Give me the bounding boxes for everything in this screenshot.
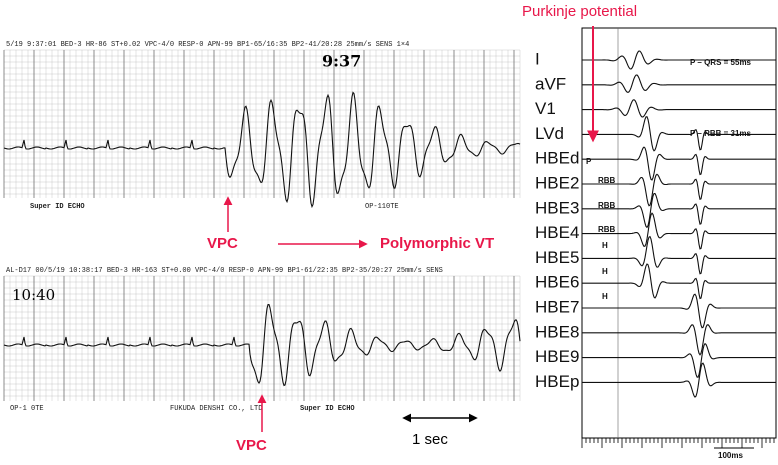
annotation: VPC	[207, 235, 238, 252]
ecg-trace	[582, 74, 776, 94]
lead-label: HBE7	[535, 297, 579, 316]
lead-label: V1	[535, 99, 556, 118]
ecg-trace	[582, 192, 776, 229]
ecg-strip	[3, 275, 521, 401]
strip-header: 5/19 9:37:01 BED-3 HR-86 ST+0.02 VPC-4/0…	[6, 41, 409, 49]
handwritten: 10:40	[12, 286, 55, 304]
ecg-trace	[582, 293, 776, 329]
ecg-trace	[582, 324, 776, 356]
marker-label: H	[602, 292, 608, 301]
lead-label: HBE8	[535, 322, 579, 341]
lead-label: HBE4	[535, 223, 579, 242]
grid	[3, 49, 521, 198]
annotation: Purkinje potential	[522, 3, 637, 20]
ecg-trace	[582, 146, 776, 181]
lead-label: HBE3	[535, 198, 579, 217]
ecg-trace	[582, 342, 776, 378]
grid	[3, 50, 515, 198]
marker-label: RBB	[598, 201, 616, 210]
lead-label: I	[535, 49, 540, 68]
marker-label: P	[586, 157, 592, 166]
strip-footer: Super ID ECHO	[300, 405, 355, 413]
lead-label: LVd	[535, 124, 564, 143]
strip-header: AL-D17 00/5/19 10:38:17 BED-3 HR-163 ST+…	[6, 267, 443, 275]
ecg-strip	[3, 49, 521, 209]
ecg-trace	[582, 263, 776, 300]
panel-frame	[581, 27, 777, 439]
interval: P – QRS = 55ms	[690, 58, 752, 67]
ecg-trace	[3, 91, 521, 209]
annotation: Polymorphic VT	[380, 235, 494, 252]
lead-label: HBEp	[535, 372, 579, 391]
panel-scale: 100ms	[718, 451, 743, 460]
grid	[3, 275, 521, 401]
lead-label: HBE6	[535, 273, 579, 292]
ecg-trace	[582, 173, 776, 207]
interval: P – RBB = 31ms	[690, 129, 752, 138]
handwritten: 9:37	[322, 52, 361, 71]
lead-label: aVF	[535, 74, 566, 93]
lead-label: HBE5	[535, 248, 579, 267]
ecg-trace	[582, 212, 776, 250]
ecg-trace	[582, 99, 776, 118]
strip-footer: OP-1 0TE	[10, 405, 44, 413]
ecg-trace	[582, 235, 776, 275]
ecg-trace	[582, 116, 776, 152]
marker-label: RBB	[598, 176, 616, 185]
lead-label: HBEd	[535, 149, 579, 168]
strip-footer: Super ID ECHO	[30, 203, 85, 211]
strip-footer: FUKUDA DENSHI CO., LTD	[170, 405, 262, 413]
scale-label: 1 sec	[412, 431, 448, 448]
time-ticks	[581, 438, 775, 448]
strip-footer: OP-110TE	[365, 203, 399, 211]
ecg-trace	[582, 362, 776, 398]
marker-label: RBB	[598, 225, 616, 234]
lead-label: HBE2	[535, 173, 579, 192]
marker-label: H	[602, 267, 608, 276]
lead-label: HBE9	[535, 347, 579, 366]
ecg-trace	[3, 304, 521, 387]
marker-label: H	[602, 241, 608, 250]
annotation: VPC	[236, 437, 267, 454]
ecg-trace	[582, 50, 776, 70]
